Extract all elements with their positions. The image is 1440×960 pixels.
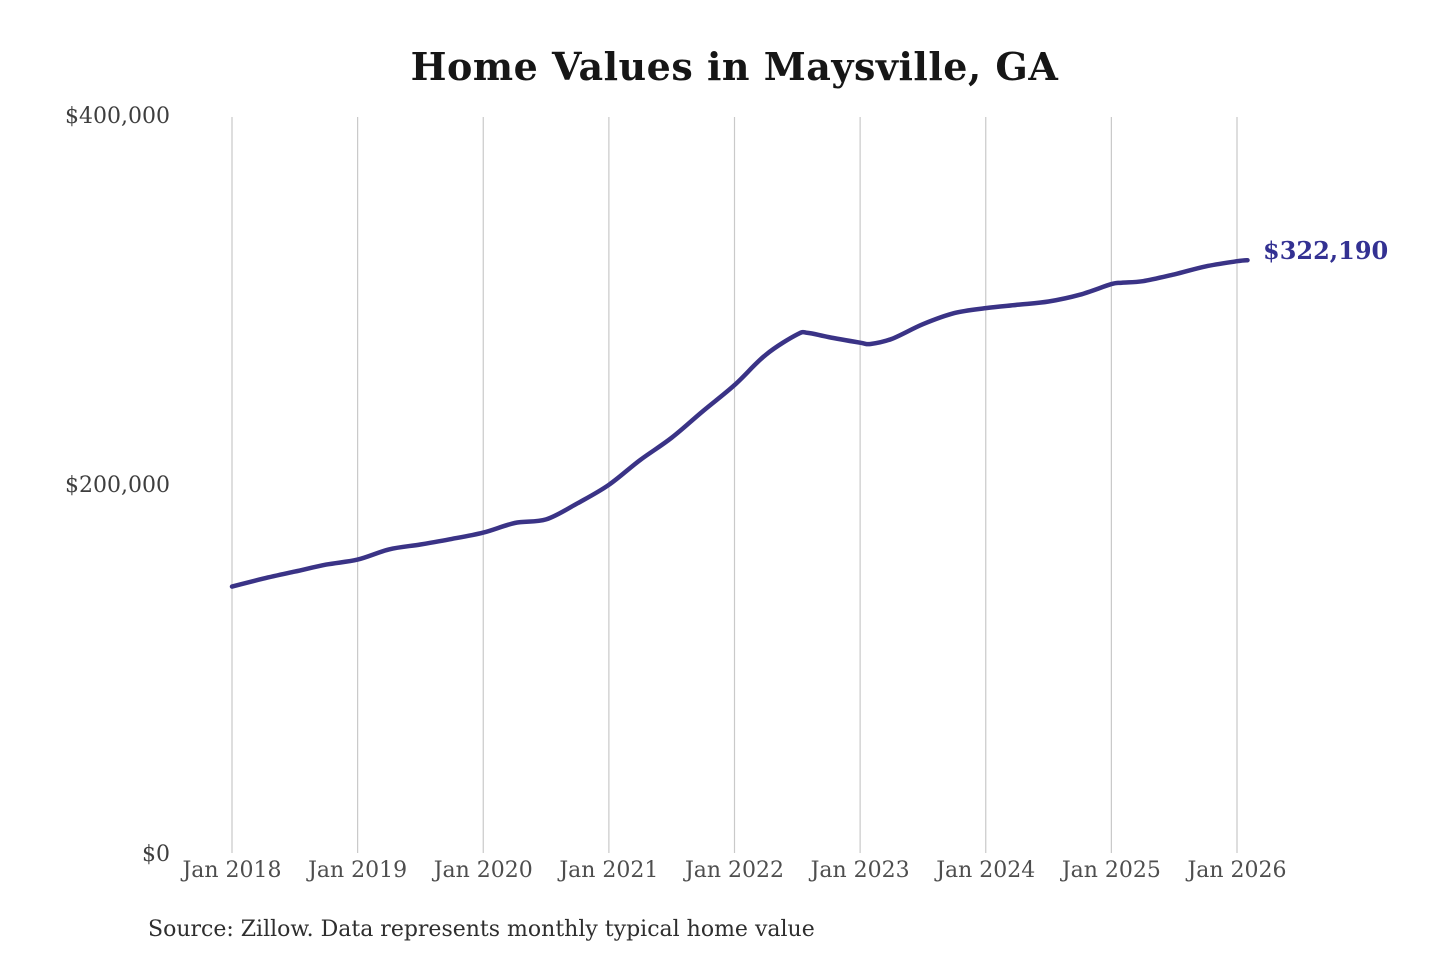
gridlines-group (231, 117, 1238, 853)
chart-title: Home Values in Maysville, GA (410, 44, 1059, 89)
x-tick-label: Jan 2025 (1061, 858, 1161, 883)
y-tick-label: $400,000 (65, 103, 170, 129)
x-tick-label: Jan 2023 (810, 858, 910, 883)
y-tick-label: $200,000 (65, 472, 170, 498)
y-tick-label: $0 (142, 842, 170, 867)
home-value-line (229, 257, 1250, 589)
x-tick-label: Jan 2024 (936, 858, 1036, 883)
latest-value-label: $322,190 (1263, 236, 1389, 265)
source-note: Source: Zillow. Data represents monthly … (148, 917, 815, 942)
x-tick-label: Jan 2020 (433, 858, 533, 883)
x-tick-label: Jan 2021 (559, 858, 659, 883)
x-tick-label: Jan 2019 (308, 858, 408, 883)
x-tick-label: Jan 2018 (182, 858, 282, 883)
x-tick-label: Jan 2022 (684, 858, 785, 883)
x-tick-label: Jan 2026 (1187, 858, 1287, 883)
